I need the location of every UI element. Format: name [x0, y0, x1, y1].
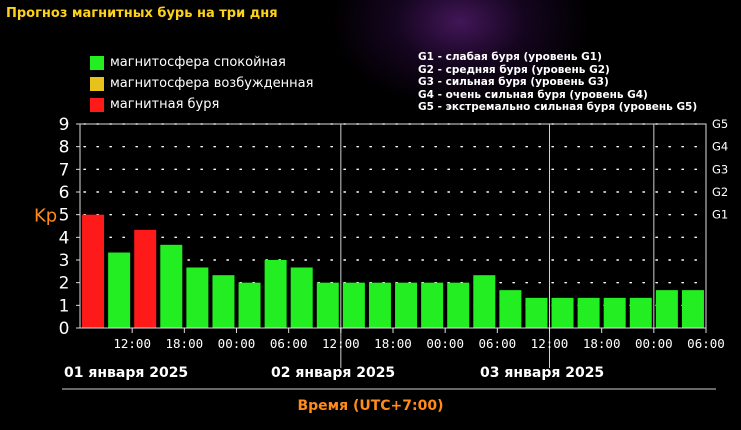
g-legend-g5: G5 - экстремально сильная буря (уровень …	[418, 101, 698, 113]
x-tick-label: 12:00	[531, 336, 569, 351]
y-tick-label: 0	[59, 319, 70, 339]
bar-14	[421, 282, 444, 328]
legend-item-calm: магнитосфера спокойная	[90, 52, 313, 73]
date-label-day1: 01 января 2025	[64, 365, 189, 381]
x-tick-label: 00:00	[218, 336, 256, 351]
legend-swatch-storm	[90, 97, 104, 112]
bar-8	[264, 260, 287, 328]
x-axis-title: Время (UTC+7:00)	[297, 398, 444, 414]
g-level-label: G5	[712, 117, 728, 131]
legend-swatch-excited	[90, 76, 104, 91]
g-level-label: G4	[712, 140, 728, 154]
y-tick-label: 8	[59, 138, 70, 158]
bar-15	[447, 282, 470, 328]
y-tick-label: 9	[59, 115, 70, 135]
bar-3	[134, 229, 157, 328]
date-labels: 01 января 2025 02 января 2025 03 января …	[0, 365, 741, 385]
bar-19	[551, 297, 574, 328]
bar-18	[525, 297, 548, 328]
g-legend-g3: G3 - сильная буря (уровень G3)	[418, 76, 609, 88]
x-tick-label: 00:00	[635, 336, 673, 351]
legend-item-storm: магнитная буря	[90, 94, 313, 115]
bar-11	[342, 282, 365, 328]
date-label-day2: 02 января 2025	[271, 365, 396, 381]
bar-1	[82, 214, 105, 328]
bar-13	[395, 282, 418, 328]
bar-12	[368, 282, 391, 328]
bar-7	[238, 282, 261, 328]
legend-swatch-calm	[90, 55, 104, 70]
bar-17	[499, 290, 522, 328]
x-tick-label: 18:00	[583, 336, 621, 351]
y-tick-label: 6	[59, 183, 70, 203]
g-level-label: G3	[712, 162, 728, 176]
y-tick-label: 7	[59, 160, 70, 180]
y-tick-label: 5	[59, 206, 70, 226]
y-tick-label: 2	[59, 274, 70, 294]
bar-22	[629, 297, 652, 328]
legend-label-storm: магнитная буря	[110, 97, 220, 112]
legend-label-excited: магнитосфера возбужденная	[110, 76, 314, 91]
x-tick-label: 12:00	[322, 336, 360, 351]
bar-24	[681, 290, 704, 328]
x-tick-label: 12:00	[113, 336, 151, 351]
x-tick-label: 06:00	[687, 336, 725, 351]
legend-label-calm: магнитосфера спокойная	[110, 55, 286, 70]
y-tick-label: 3	[59, 251, 70, 271]
bar-4	[160, 244, 183, 328]
bar-16	[473, 275, 496, 328]
date-label-day3: 03 января 2025	[480, 365, 605, 381]
bar-10	[316, 282, 339, 328]
y-tick-label: 4	[59, 228, 70, 248]
bar-23	[655, 290, 678, 328]
x-tick-label: 18:00	[166, 336, 204, 351]
bar-20	[577, 297, 600, 328]
bar-21	[603, 297, 626, 328]
y-axis-label: Kp	[34, 206, 57, 227]
y-tick-label: 1	[59, 296, 70, 316]
page-title: Прогноз магнитных бурь на три дня	[6, 6, 278, 21]
bar-9	[290, 267, 313, 328]
g-level-label: G2	[712, 185, 728, 199]
g-legend-g4: G4 - очень сильная буря (уровень G4)	[418, 88, 648, 101]
g-legend-g2: G2 - средняя буря (уровень G2)	[418, 63, 610, 76]
g-legend-g1: G1 - слабая буря (уровень G1)	[418, 51, 602, 63]
g-level-label: G1	[712, 208, 728, 222]
x-tick-label: 18:00	[374, 336, 412, 351]
g-scale-legend: G1 - слабая буря (уровень G1) G2 - средн…	[418, 51, 697, 114]
legend-item-excited: магнитосфера возбужденная	[90, 73, 313, 94]
x-tick-label: 06:00	[479, 336, 517, 351]
bar-2	[108, 252, 131, 328]
bar-6	[212, 275, 235, 328]
bar-5	[186, 267, 209, 328]
status-legend: магнитосфера спокойная магнитосфера возб…	[90, 52, 313, 115]
x-tick-label: 06:00	[270, 336, 308, 351]
x-tick-label: 00:00	[426, 336, 464, 351]
